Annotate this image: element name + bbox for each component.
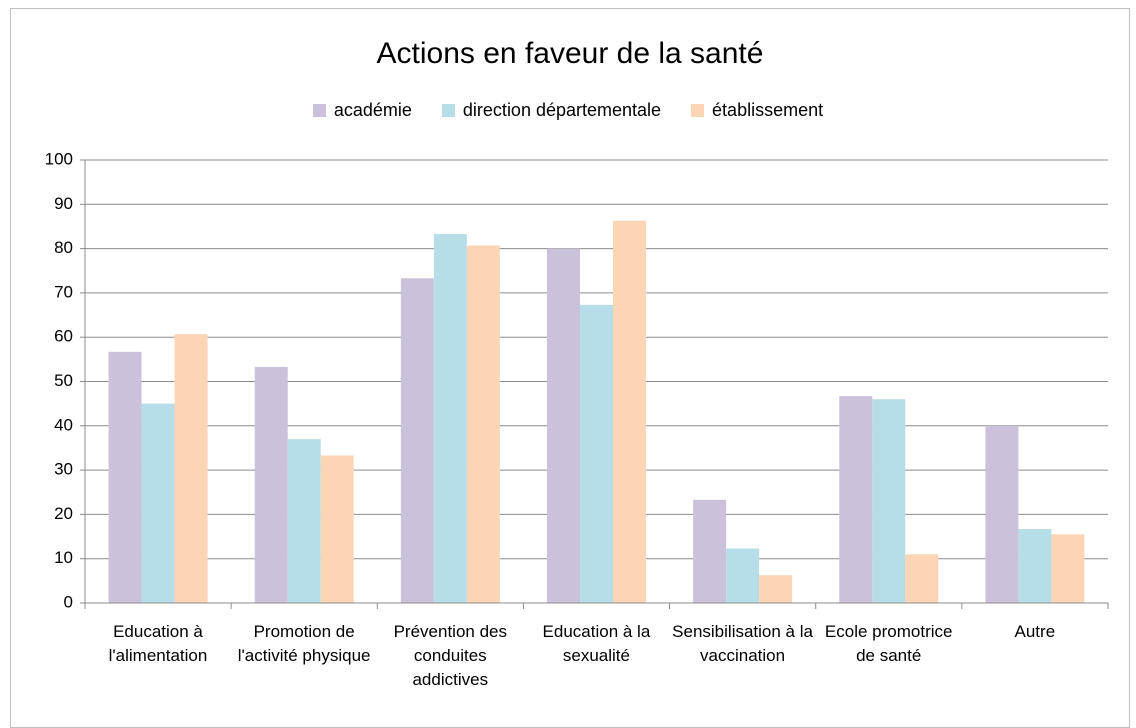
bar	[985, 425, 1019, 603]
legend-item: direction départementale	[441, 100, 662, 121]
bar	[726, 548, 760, 603]
legend-swatch	[441, 104, 455, 117]
y-tick-label: 30	[54, 460, 73, 479]
bar	[872, 399, 906, 603]
bar	[759, 575, 793, 603]
legend-swatch	[312, 104, 326, 117]
x-tick-label: Sensibilisation à la vaccination	[672, 622, 813, 665]
bar	[320, 455, 354, 603]
bar	[108, 351, 142, 603]
y-tick-label: 80	[54, 238, 73, 257]
bar	[254, 366, 288, 603]
bar	[174, 334, 208, 603]
x-tick-label: Education à la sexualité	[542, 622, 651, 665]
legend: académie direction départementale établiss…	[0, 100, 1136, 121]
bar	[400, 278, 434, 603]
y-tick-label: 90	[54, 194, 73, 213]
bar	[547, 248, 580, 603]
bar	[613, 220, 646, 604]
legend-item: établissement	[691, 100, 823, 121]
legend-label: établissement	[712, 100, 824, 120]
legend-swatch	[691, 104, 705, 117]
bar	[433, 233, 467, 603]
bar	[1051, 534, 1085, 603]
y-tick-label: 100	[45, 149, 73, 168]
bar	[141, 403, 175, 603]
x-tick-label: Autre	[1014, 622, 1056, 641]
x-tick-label: Prévention des conduites addictives	[393, 622, 507, 689]
y-tick-label: 0	[64, 592, 73, 611]
legend-label: direction départementale	[462, 100, 662, 120]
y-tick-label: 10	[54, 548, 73, 567]
legend-item: académie	[312, 100, 412, 121]
bar	[1018, 529, 1052, 603]
y-tick-label: 50	[54, 371, 73, 390]
y-tick-label: 70	[54, 282, 73, 301]
x-tick-label: Education à l'alimentation	[108, 622, 208, 665]
bar	[905, 554, 939, 603]
y-tick-label: 60	[54, 327, 73, 346]
y-tick-label: 20	[54, 504, 73, 523]
y-tick-label: 40	[54, 415, 73, 434]
x-tick-label: Promotion de l'activité physique	[237, 622, 371, 665]
chart-title: Actions en faveur de la santé	[377, 37, 764, 70]
bar	[693, 499, 727, 603]
bar	[287, 439, 321, 603]
legend-label: académie	[333, 100, 412, 120]
bar	[466, 245, 500, 603]
bar	[839, 396, 873, 603]
x-tick-label: Ecole promotrice de santé	[824, 622, 953, 665]
bar	[580, 304, 613, 603]
